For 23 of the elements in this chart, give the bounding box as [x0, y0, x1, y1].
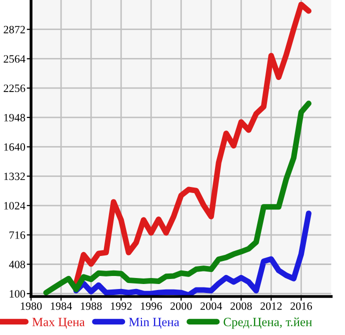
- y-tick-label: 100: [10, 290, 26, 298]
- y-tick-label: 1024: [4, 202, 26, 210]
- x-tick-label: 2000: [170, 302, 192, 310]
- y-tick-label: 1948: [4, 114, 26, 122]
- y-tick-label: 2564: [4, 55, 26, 63]
- x-tick-label: 1980: [20, 302, 42, 310]
- y-tick-label: 1640: [4, 143, 26, 151]
- x-tick-label: 2012: [260, 302, 282, 310]
- y-tick-label: 2872: [4, 26, 25, 34]
- x-tick-label: 1992: [110, 302, 132, 310]
- legend-label: Min Цена: [128, 318, 180, 329]
- x-tick-label: 2016: [290, 302, 312, 310]
- legend-label: Max Цена: [32, 318, 85, 329]
- legend-label: Сред.Цена, т.йен: [224, 318, 312, 329]
- x-tick-label: 2004: [200, 302, 222, 310]
- x-tick-label: 1996: [140, 302, 162, 310]
- y-tick-label: 2256: [4, 84, 26, 92]
- y-tick-label: 408: [9, 260, 26, 268]
- y-tick-label: 716: [10, 231, 26, 239]
- x-tick-label: 2008: [230, 302, 252, 310]
- x-tick-label: 1988: [80, 302, 102, 310]
- x-tick-label: 1984: [50, 302, 72, 310]
- y-tick-label: 1332: [4, 172, 25, 180]
